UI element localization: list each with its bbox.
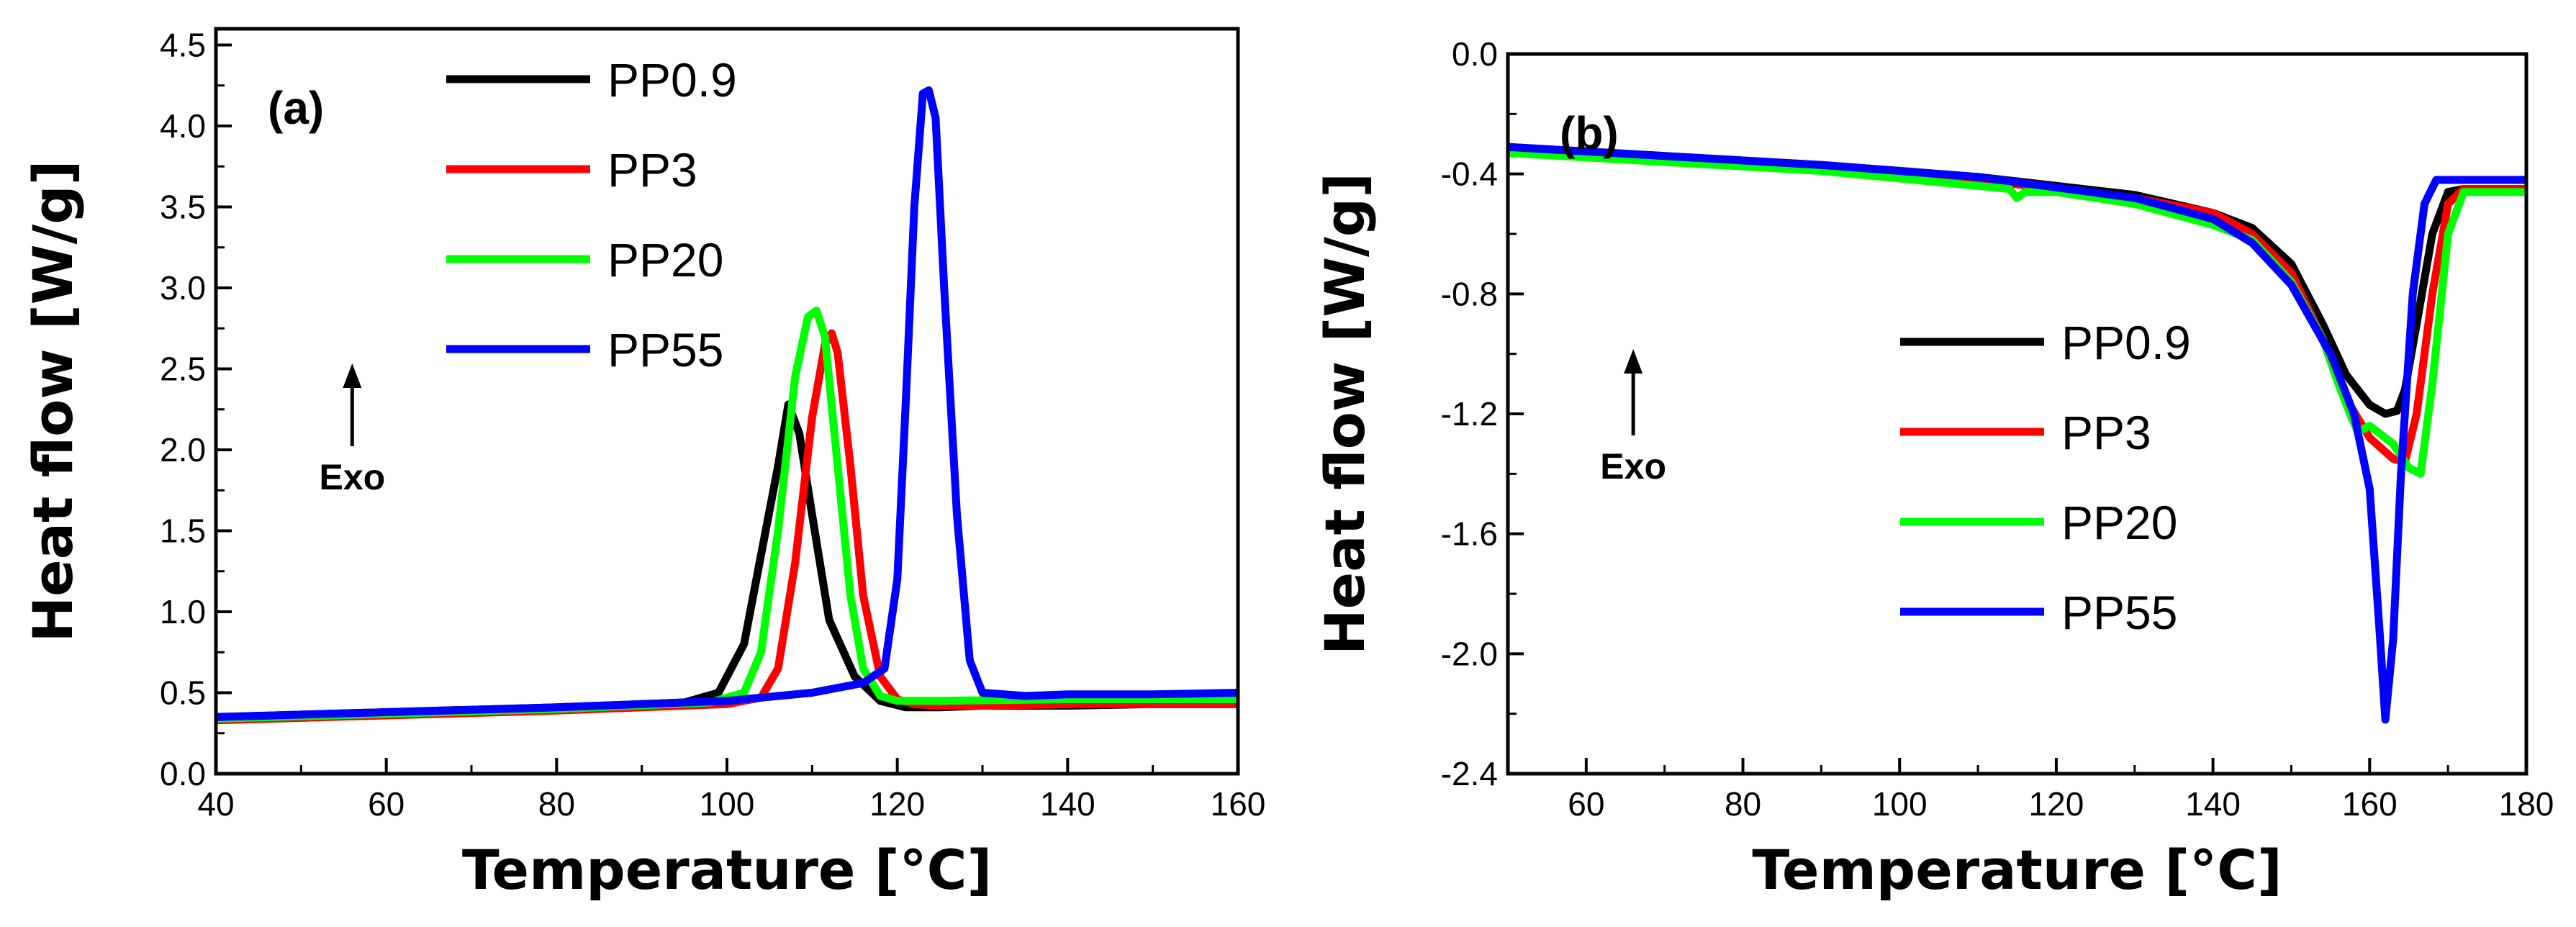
legend-label: PP3 (607, 143, 697, 196)
x-tick-label: 120 (869, 785, 925, 823)
series-line-pp55 (216, 86, 1238, 721)
y-tick-label: 2.5 (160, 351, 206, 388)
legend-label: PP0.9 (2061, 316, 2191, 369)
panel-a-y-axis-title: Heat flow [W/g] (21, 160, 85, 643)
panel-a-ticks: 40 60 80 100 120 140 160 0.0 0.5 1.0 1.5 2.0 2.5 3.0 3… (160, 27, 1265, 823)
x-tick-label: 80 (538, 785, 575, 823)
panel-a-exo-label: Exo (319, 457, 385, 497)
y-tick-label: -2.0 (1441, 635, 1498, 672)
y-tick-label: -1.2 (1441, 395, 1498, 433)
y-tick-label: 2.0 (160, 431, 206, 469)
x-tick-label: 180 (2499, 785, 2554, 823)
y-tick-label: 3.5 (160, 189, 206, 226)
legend-label: PP55 (607, 323, 723, 376)
x-tick-label: 160 (1211, 785, 1266, 823)
x-tick-label: 100 (700, 785, 755, 823)
y-tick-label: -0.8 (1441, 275, 1498, 312)
panel-b-legend: PP0.9 PP3 PP20 PP55 (1900, 316, 2191, 639)
y-tick-label: 0.0 (160, 755, 206, 792)
series-line-pp55 (1508, 143, 2526, 724)
legend-label: PP20 (2061, 496, 2177, 549)
exo-arrow-up-icon (343, 363, 362, 388)
panel-a-x-axis-title: Temperature [°C] (462, 838, 992, 902)
x-tick-label: 140 (2185, 785, 2241, 823)
panel-a-plot-frame (214, 27, 1240, 776)
x-tick-label: 40 (197, 785, 234, 823)
panel-b-x-axis-title: Temperature [°C] (1752, 838, 2282, 902)
x-tick-label: 120 (2029, 785, 2084, 823)
y-tick-label: -0.4 (1441, 155, 1498, 193)
y-tick-label: -2.4 (1441, 755, 1498, 792)
panel-b-y-axis-title: Heat flow [W/g] (1313, 173, 1377, 655)
legend-label: PP3 (2061, 406, 2151, 459)
x-tick-label: 80 (1725, 785, 1761, 823)
panel-a-label: (a) (268, 82, 324, 134)
panel-a-legend: PP0.9 PP3 PP20 PP55 (446, 53, 737, 376)
panel-b-ticks: 60 80 100 120 140 160 180 0.0 -0.4 -0.8 -1.2 -1.6 -2… (1441, 35, 2554, 823)
x-tick-label: 140 (1040, 785, 1095, 823)
x-tick-label: 100 (1872, 785, 1928, 823)
legend-label: PP20 (607, 233, 723, 286)
x-tick-label: 60 (368, 785, 405, 823)
legend-label: PP0.9 (607, 53, 737, 107)
exo-arrow-up-icon (1624, 349, 1643, 374)
panel-b-curves (1508, 143, 2526, 724)
y-tick-label: 0.0 (1452, 35, 1498, 73)
panel-a: 40 60 80 100 120 140 160 0.0 0.5 1.0 1.5 2.0 2.5 3.0 3… (21, 27, 1265, 903)
y-tick-label: -1.6 (1441, 515, 1498, 553)
legend-label: PP55 (2061, 586, 2177, 639)
y-tick-label: 4.5 (160, 27, 206, 64)
panel-b-label: (b) (1560, 107, 1619, 159)
panel-b-plot-frame (1506, 52, 2528, 776)
x-tick-label: 60 (1568, 785, 1604, 823)
panel-a-curves (216, 86, 1238, 725)
y-tick-label: 4.0 (160, 107, 206, 145)
x-tick-label: 160 (2342, 785, 2398, 823)
panel-a-exo-annotation: Exo (319, 363, 385, 497)
y-tick-label: 3.0 (160, 269, 206, 307)
panel-b: 60 80 100 120 140 160 180 0.0 -0.4 -0.8 -1.2 -1.6 -2… (1313, 35, 2554, 902)
y-tick-label: 0.5 (160, 674, 206, 712)
panel-b-exo-label: Exo (1600, 446, 1666, 487)
panel-b-exo-annotation: Exo (1600, 349, 1666, 487)
y-tick-label: 1.0 (160, 593, 206, 630)
y-tick-label: 1.5 (160, 512, 206, 550)
